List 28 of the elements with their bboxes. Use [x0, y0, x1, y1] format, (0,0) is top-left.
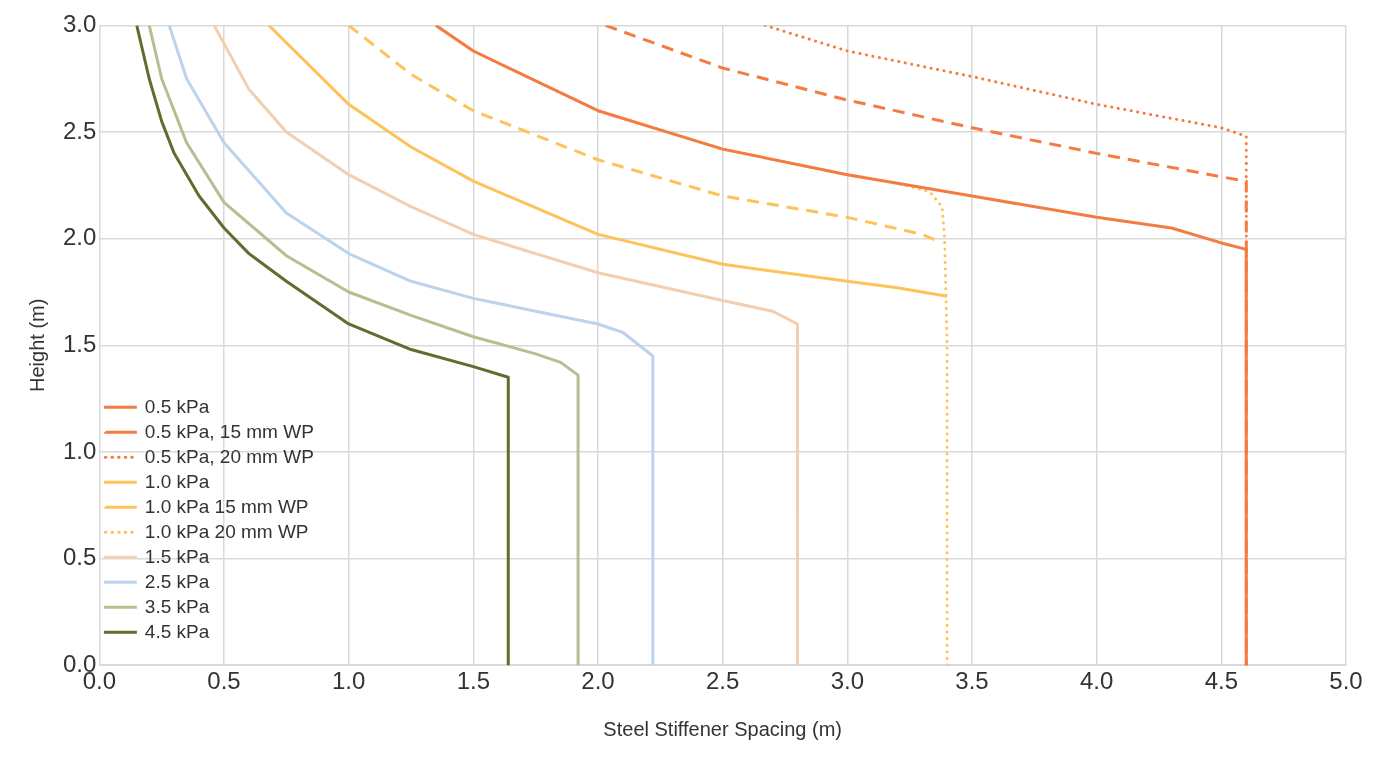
x-tick-label: 1.0	[332, 667, 366, 695]
y-tick-label: 1.5	[62, 329, 97, 357]
y-tick-label: 2.5	[62, 116, 97, 144]
y-tick-label: 2.0	[62, 223, 97, 251]
legend-label: 0.5 kPa, 15 mm WP	[144, 420, 314, 442]
legend-label: 2.5 kPa	[144, 570, 210, 592]
y-tick-label: 3.0	[62, 10, 97, 38]
legend-label: 1.0 kPa 15 mm WP	[144, 495, 309, 517]
x-tick-label: 1.5	[456, 667, 491, 695]
legend-label: 3.5 kPa	[144, 595, 210, 617]
x-tick-label: 2.5	[705, 667, 740, 695]
x-axis-title: Steel Stiffener Spacing (m)	[603, 717, 842, 740]
legend-label: 1.0 kPa 20 mm WP	[144, 520, 309, 542]
x-tick-label: 0.5	[207, 667, 241, 695]
x-tick-label: 3.0	[830, 667, 865, 695]
y-tick-label: 0.5	[62, 543, 97, 571]
y-axis-title: Height (m)	[25, 298, 48, 392]
legend-label: 1.5 kPa	[144, 545, 210, 567]
x-tick-label: 4.5	[1204, 667, 1239, 695]
x-tick-label: 3.5	[955, 667, 989, 695]
legend-label: 4.5 kPa	[144, 620, 210, 642]
y-tick-label: 1.0	[62, 436, 97, 464]
legend-label: 1.0 kPa	[144, 470, 210, 492]
x-tick-label: 5.0	[1329, 667, 1363, 695]
x-tick-label: 2.0	[581, 667, 615, 695]
legend-label: 0.5 kPa, 20 mm WP	[144, 445, 314, 467]
x-tick-label: 4.0	[1079, 667, 1114, 695]
legend-label: 0.5 kPa	[144, 395, 210, 417]
